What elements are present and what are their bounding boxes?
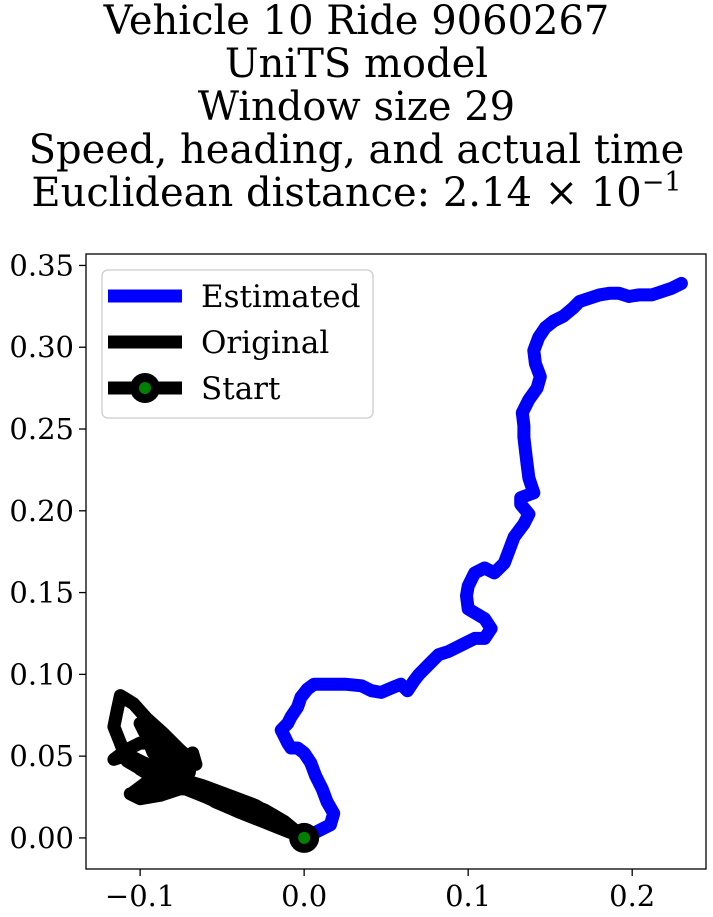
x-tick-label: 0.1 xyxy=(445,879,491,913)
x-tick-label: 0.0 xyxy=(281,879,327,913)
axes-layer: −0.1 0.0 0.1 0.2 0.00 0.05 0.10 0.15 0.20 0.25 0.3… xyxy=(9,248,707,913)
x-tick-label: −0.1 xyxy=(105,879,175,913)
title-distance-text: Euclidean distance: 2.14 × 10 xyxy=(31,170,642,216)
y-tick-label: 0.35 xyxy=(9,248,74,282)
series-line-estimated xyxy=(274,276,688,845)
title-line-2: UniTS model xyxy=(224,41,489,87)
series-line-original xyxy=(107,689,311,845)
title-line-1: Vehicle 10 Ride 9060267 xyxy=(103,0,610,44)
title-line-5: Euclidean distance: 2.14 × 10−1 xyxy=(0,169,713,216)
legend-label-estimated: Estimated xyxy=(201,279,360,315)
title-exponent: −1 xyxy=(641,167,682,198)
title-line-3: Window size 29 xyxy=(197,84,516,130)
legend-box xyxy=(101,269,374,419)
y-tick-label: 0.30 xyxy=(9,330,74,364)
series-layer xyxy=(107,276,688,853)
legend-start-marker-inner xyxy=(139,382,151,394)
y-tick-label: 0.25 xyxy=(9,412,74,446)
chart-title: Vehicle 10 Ride 9060267 UniTS model Wind… xyxy=(0,0,713,215)
y-tick-label: 0.10 xyxy=(9,657,74,691)
start-marker-inner xyxy=(298,831,311,844)
title-line-4: Speed, heading, and actual time xyxy=(28,127,685,173)
y-tick-label: 0.05 xyxy=(9,739,74,773)
x-tick-label: 0.2 xyxy=(609,879,655,913)
legend: Estimated Original Start xyxy=(101,269,374,419)
legend-label-original: Original xyxy=(201,325,329,361)
plot-frame xyxy=(85,253,707,870)
legend-label-start: Start xyxy=(201,371,281,407)
y-tick-label: 0.00 xyxy=(9,821,74,855)
y-tick-label: 0.20 xyxy=(9,494,74,528)
y-tick-label: 0.15 xyxy=(9,576,74,610)
